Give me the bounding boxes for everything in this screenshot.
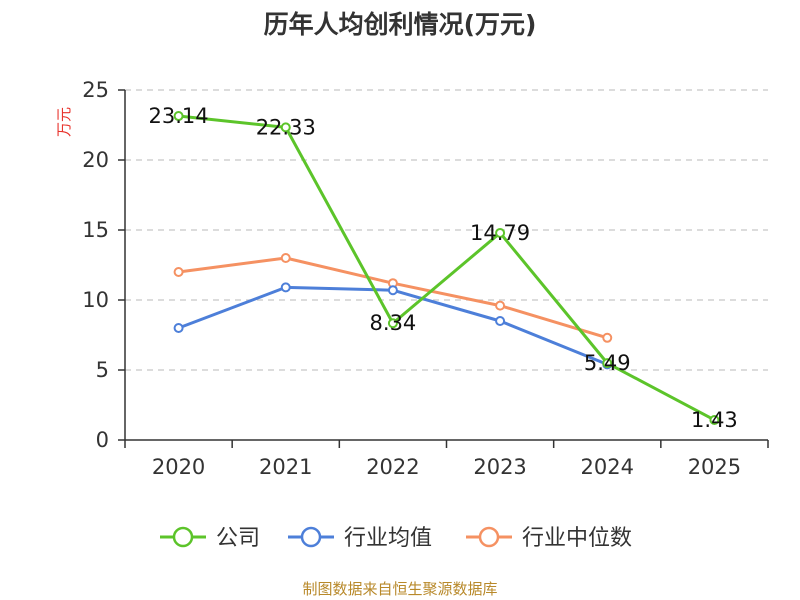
data-point xyxy=(280,122,291,133)
data-labels: 23.14 22.33 8.34 14.79 5.49 1.43 xyxy=(149,104,738,432)
source-footer: 制图数据来自恒生聚源数据库 xyxy=(302,580,497,598)
legend-marker-icon xyxy=(300,526,322,548)
data-point xyxy=(495,300,506,311)
data-point xyxy=(387,285,398,296)
data-label: 14.79 xyxy=(470,221,530,245)
x-tick-label: 2021 xyxy=(259,455,312,479)
x-tick-label: 2023 xyxy=(473,455,526,479)
grid-lines xyxy=(125,89,768,371)
series-group xyxy=(173,111,720,425)
data-point xyxy=(602,332,613,343)
y-tick-label: 15 xyxy=(82,218,109,242)
data-point xyxy=(280,253,291,263)
y-tick-label: 5 xyxy=(96,358,109,382)
data-point xyxy=(387,318,398,329)
legend-label: 公司 xyxy=(216,526,260,551)
data-point xyxy=(280,282,291,293)
data-point xyxy=(602,358,613,369)
legend-label: 行业中位数 xyxy=(522,526,632,551)
data-point xyxy=(495,227,506,238)
legend-marker-icon xyxy=(172,526,194,548)
y-tick-label: 0 xyxy=(96,428,109,452)
y-axis-label: 万元 xyxy=(55,107,73,137)
legend[interactable]: 公司 行业均值 行业中位数 xyxy=(160,526,632,551)
chart-title: 历年人均创利情况(万元) xyxy=(264,10,537,39)
x-tick-label: 2020 xyxy=(152,455,205,479)
y-tick-label: 10 xyxy=(82,288,109,312)
x-tick-label: 2022 xyxy=(366,455,419,479)
data-point xyxy=(173,323,184,333)
data-point xyxy=(709,414,720,425)
data-point xyxy=(173,267,184,277)
data-label: 8.34 xyxy=(370,311,417,335)
y-tick-label: 25 xyxy=(82,78,109,102)
legend-label: 行业均值 xyxy=(344,526,432,551)
legend-marker-icon xyxy=(478,526,500,548)
legend-item[interactable]: 行业中位数 xyxy=(466,526,632,551)
series-line xyxy=(178,114,716,422)
y-tick-label: 20 xyxy=(82,148,109,172)
x-tick-label: 2024 xyxy=(581,455,634,479)
data-label: 22.33 xyxy=(256,115,316,139)
data-label: 23.14 xyxy=(149,104,209,128)
data-point xyxy=(495,316,506,326)
data-point xyxy=(173,111,184,122)
x-tick-label: 2025 xyxy=(688,455,741,479)
legend-item[interactable]: 公司 xyxy=(160,526,260,551)
legend-item[interactable]: 行业均值 xyxy=(288,526,432,551)
data-label: 1.43 xyxy=(691,408,738,432)
data-label: 5.49 xyxy=(584,351,631,375)
